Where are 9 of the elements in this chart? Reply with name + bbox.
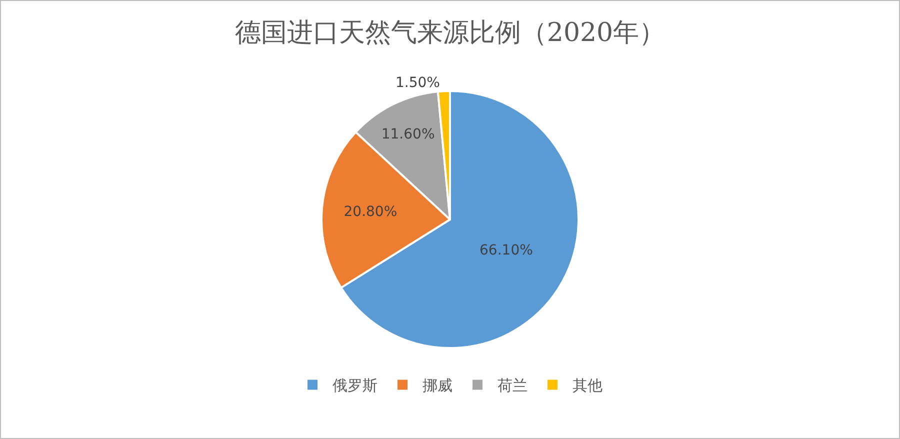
data-label: 66.10% [480, 242, 533, 259]
data-label: 1.50% [395, 75, 440, 92]
chart-title: 德国进口天然气来源比例（2020年） [234, 18, 666, 48]
data-label: 11.60% [381, 126, 435, 143]
legend-label: 荷兰 [498, 376, 528, 395]
legend-label: 挪威 [422, 376, 452, 395]
data-label: 20.80% [344, 204, 398, 220]
legend-label: 俄罗斯 [332, 376, 378, 395]
legend-label: 其他 [572, 376, 602, 395]
